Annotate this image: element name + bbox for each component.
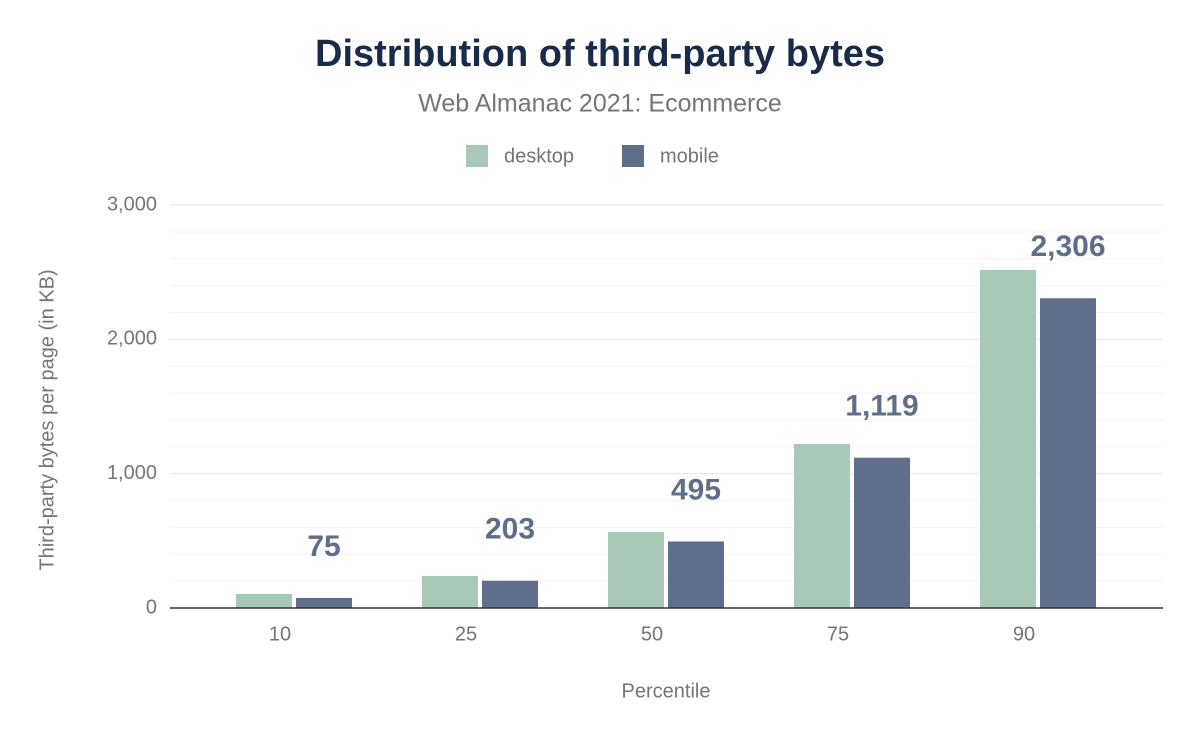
x-tick-label: 90 [1013, 623, 1035, 645]
legend-label: mobile [660, 145, 719, 167]
x-tick-label: 75 [827, 623, 849, 645]
y-tick-label: 2,000 [107, 328, 157, 350]
data-label: 2,306 [1030, 230, 1105, 263]
y-tick-label: 3,000 [107, 193, 157, 215]
x-tick-label: 50 [641, 623, 663, 645]
bar [236, 593, 292, 608]
bar [608, 531, 664, 608]
data-label: 203 [485, 513, 535, 546]
y-tick-label: 0 [146, 596, 157, 618]
chart-title: Distribution of third-party bytes [315, 33, 885, 75]
bar [668, 541, 724, 608]
data-label: 495 [671, 473, 721, 506]
bar [1040, 298, 1096, 608]
bar [794, 443, 850, 608]
x-tick-label: 25 [455, 623, 477, 645]
bar [854, 457, 910, 608]
data-label: 75 [307, 530, 340, 563]
legend-swatch [466, 145, 488, 167]
legend-label: desktop [504, 145, 574, 167]
chart-subtitle: Web Almanac 2021: Ecommerce [418, 90, 782, 118]
y-axis-title: Third-party bytes per page (in KB) [36, 269, 58, 570]
y-tick-label: 1,000 [107, 462, 157, 484]
bar [482, 580, 538, 608]
x-tick-label: 10 [269, 623, 291, 645]
data-label: 1,119 [845, 390, 918, 423]
bar [422, 576, 478, 608]
bar [980, 269, 1036, 608]
legend-swatch [622, 145, 644, 167]
bar [296, 597, 352, 608]
x-axis-title: Percentile [622, 680, 711, 702]
